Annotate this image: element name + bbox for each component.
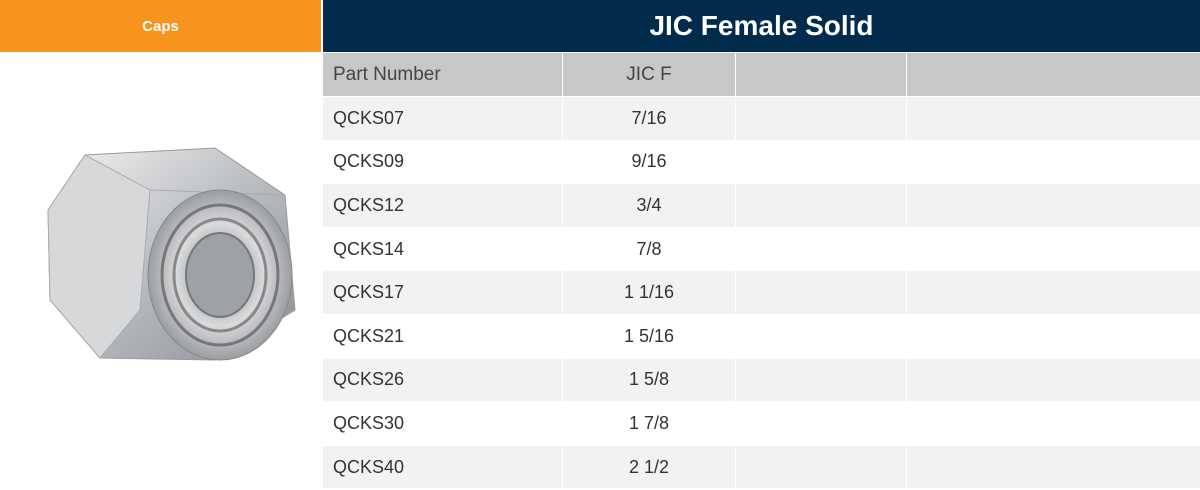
empty-cell [736,97,906,140]
empty-cell [907,53,1200,96]
table-cell: QCKS17 [323,271,562,314]
table-cell: 2 1/2 [563,445,735,489]
empty-cell [907,227,1200,271]
category-tab: Caps [0,0,321,52]
table-cell: QCKS26 [323,358,562,402]
empty-cell [907,140,1200,184]
empty-cell [907,315,1200,358]
table-cell: 7/8 [563,227,735,271]
table-cell: JIC F [563,53,735,96]
table-cell: QCKS09 [323,140,562,184]
table-cell: 9/16 [563,140,735,184]
product-image [47,147,296,361]
table-cell: QCKS40 [323,445,562,489]
empty-cell [907,97,1200,140]
empty-cell [736,140,906,184]
empty-cell [907,445,1200,489]
table-cell: QCKS30 [323,402,562,445]
empty-cell [736,445,906,489]
table-cell: 3/4 [563,184,735,227]
table-cell: 1 7/8 [563,402,735,445]
table-cell: 1 1/16 [563,271,735,314]
empty-cell [736,227,906,271]
table-cell: 1 5/16 [563,315,735,358]
empty-cell [736,315,906,358]
empty-cell [907,184,1200,227]
empty-cell [907,271,1200,314]
empty-cell [736,184,906,227]
empty-cell [736,271,906,314]
table-cell: 7/16 [563,97,735,140]
table-cell: QCKS21 [323,315,562,358]
empty-cell [907,402,1200,445]
empty-cell [736,53,906,96]
empty-cell [736,402,906,445]
table-cell: QCKS12 [323,184,562,227]
empty-cell [907,358,1200,402]
table-cell: QCKS07 [323,97,562,140]
table-title: JIC Female Solid [323,0,1200,52]
empty-cell [736,358,906,402]
table-cell: Part Number [323,53,562,96]
table-cell: 1 5/8 [563,358,735,402]
table-cell: QCKS14 [323,227,562,271]
